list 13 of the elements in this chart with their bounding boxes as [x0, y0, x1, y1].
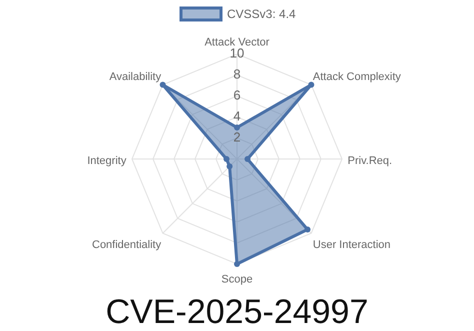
y-tick-label: 4 [233, 108, 241, 124]
spoke-label: Confidentiality [92, 238, 162, 251]
spoke-label: Priv.Req. [348, 154, 392, 167]
spoke-label: Attack Complexity [312, 71, 402, 84]
spoke-label: Availability [109, 71, 162, 84]
y-tick-label: 2 [233, 129, 241, 144]
y-tick-label: 8 [233, 66, 241, 82]
text: CVE-2025-24997 [106, 292, 368, 331]
legend-label: CVSSv3: 4.4 [227, 7, 296, 22]
spoke-label: Integrity [87, 154, 127, 167]
spoke-label: User Interaction [312, 238, 391, 251]
spoke-label: Scope [221, 274, 253, 286]
y-tick-label: 6 [233, 87, 241, 102]
